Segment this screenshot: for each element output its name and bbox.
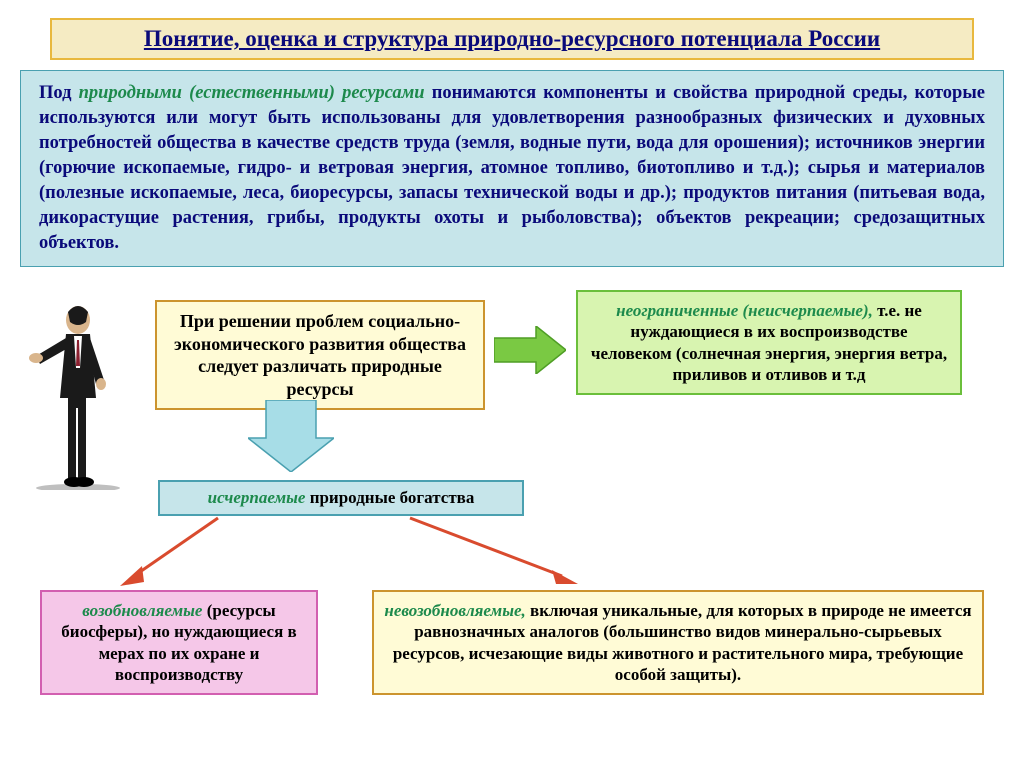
arrow-down-icon: [248, 400, 334, 472]
arrow-diag-left-icon: [114, 512, 224, 592]
arrow-diag-right-icon: [404, 512, 584, 592]
arrow-right-icon: [494, 326, 566, 374]
right-hl: неограниченные (неисчерпаемые),: [616, 301, 873, 320]
businessman-icon: [26, 298, 134, 490]
definition-box: Под природными (естественными) ресурсами…: [20, 70, 1004, 267]
title-box: Понятие, оценка и структура природно-рес…: [50, 18, 974, 60]
depleting-resources-box: исчерпаемые природные богатства: [158, 480, 524, 516]
def-highlight: природными (естественными) ресурсами: [79, 83, 425, 103]
nonrenewable-resources-box: невозобновляемые, включая уникальные, дл…: [372, 590, 984, 695]
unlimited-resources-box: неограниченные (неисчерпаемые), т.е. не …: [576, 290, 962, 395]
depleting-rest: природные богатства: [305, 488, 474, 507]
center-text: При решении проблем социально-экономичес…: [174, 311, 466, 399]
def-prefix: Под: [39, 83, 79, 103]
center-decision-box: При решении проблем социально-экономичес…: [155, 300, 485, 410]
def-body: понимаются компоненты и свойства природн…: [39, 83, 985, 253]
renewable-hl: возобновляемые: [82, 601, 202, 620]
title-text: Понятие, оценка и структура природно-рес…: [144, 26, 880, 51]
nonrenewable-hl: невозобновляемые,: [384, 601, 525, 620]
depleting-hl: исчерпаемые: [208, 488, 306, 507]
renewable-resources-box: возобновляемые (ресурсы биосферы), но ну…: [40, 590, 318, 695]
